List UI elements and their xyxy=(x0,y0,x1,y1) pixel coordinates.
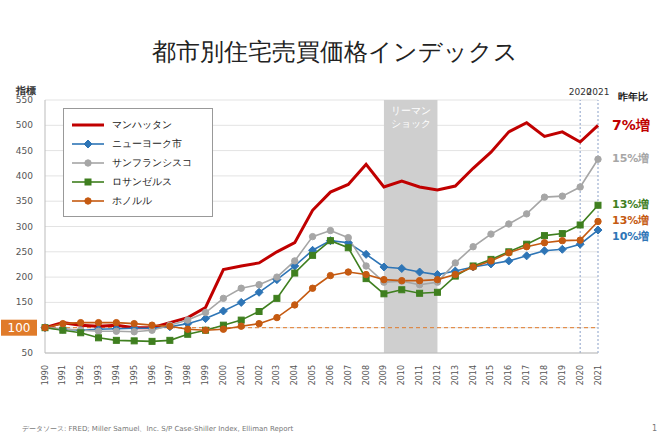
html-text:7%増: 7%増 xyxy=(612,117,650,134)
svg-text:2016: 2016 xyxy=(504,365,513,385)
svg-text:50: 50 xyxy=(22,348,34,358)
svg-text:2000: 2000 xyxy=(219,365,228,385)
svg-text:2009: 2009 xyxy=(379,365,388,385)
svg-text:300: 300 xyxy=(16,222,33,232)
svg-text:1996: 1996 xyxy=(148,365,157,385)
svg-text:1999: 1999 xyxy=(201,365,210,385)
html-text:サンフランシスコ: サンフランシスコ xyxy=(112,156,192,168)
svg-text:2002: 2002 xyxy=(255,365,264,385)
svg-text:350: 350 xyxy=(16,196,33,206)
svg-text:1998: 1998 xyxy=(183,365,192,385)
svg-text:2008: 2008 xyxy=(362,365,371,385)
svg-text:2021: 2021 xyxy=(594,365,603,385)
svg-text:2007: 2007 xyxy=(344,365,353,385)
html-text:13%増: 13%増 xyxy=(612,214,650,228)
svg-text:1990: 1990 xyxy=(41,365,50,385)
svg-text:2011: 2011 xyxy=(415,365,424,385)
svg-text:2012: 2012 xyxy=(433,365,442,385)
svg-text:2005: 2005 xyxy=(308,365,317,385)
svg-text:1991: 1991 xyxy=(58,365,67,385)
svg-text:2003: 2003 xyxy=(272,365,281,385)
svg-text:2018: 2018 xyxy=(540,365,549,385)
svg-text:100: 100 xyxy=(8,321,30,335)
svg-text:2001: 2001 xyxy=(237,365,246,385)
html-text:都市別住宅売買価格インデックス: 都市別住宅売買価格インデックス xyxy=(152,38,518,66)
svg-text:200: 200 xyxy=(16,272,33,282)
html-text:マンハッタン: マンハッタン xyxy=(112,118,172,130)
svg-text:2010: 2010 xyxy=(397,365,406,385)
svg-text:2020: 2020 xyxy=(576,365,585,385)
html-text:1: 1 xyxy=(652,424,658,433)
svg-text:500: 500 xyxy=(16,120,33,130)
html-text:ロサンゼルス: ロサンゼルス xyxy=(112,175,172,187)
html-text:データソース: FRED; Miller Samuel、In: データソース: FRED; Miller Samuel、Inc. S/P Cas… xyxy=(22,425,294,433)
svg-text:400: 400 xyxy=(16,171,33,181)
svg-text:2020: 2020 xyxy=(568,87,592,97)
svg-text:1994: 1994 xyxy=(112,365,121,385)
html-text:15%増: 15%増 xyxy=(612,152,650,166)
html-text:ホノルル: ホノルル xyxy=(112,194,152,206)
svg-text:2015: 2015 xyxy=(486,365,495,385)
svg-text:2006: 2006 xyxy=(326,365,335,385)
svg-text:1993: 1993 xyxy=(94,365,103,385)
svg-text:1992: 1992 xyxy=(76,365,85,385)
svg-text:2021: 2021 xyxy=(587,87,610,97)
html-text:昨年比: 昨年比 xyxy=(618,91,648,102)
svg-text:2014: 2014 xyxy=(469,365,478,385)
html-text:ニューヨーク市: ニューヨーク市 xyxy=(112,137,182,149)
html-text:指標: 指標 xyxy=(16,85,36,96)
svg-text:2013: 2013 xyxy=(451,365,460,385)
html-text:13%増: 13%増 xyxy=(612,198,650,212)
svg-text:450: 450 xyxy=(16,146,33,156)
svg-text:250: 250 xyxy=(16,247,33,257)
svg-text:リーマンショック: リーマンショック xyxy=(391,105,431,129)
html-text:10%増: 10%増 xyxy=(612,230,650,244)
svg-text:2004: 2004 xyxy=(290,365,299,385)
svg-text:1995: 1995 xyxy=(130,365,139,385)
svg-text:2019: 2019 xyxy=(558,365,567,385)
svg-text:2017: 2017 xyxy=(522,365,531,385)
svg-text:150: 150 xyxy=(16,297,33,307)
svg-text:550: 550 xyxy=(16,95,33,105)
svg-text:1997: 1997 xyxy=(165,365,174,385)
